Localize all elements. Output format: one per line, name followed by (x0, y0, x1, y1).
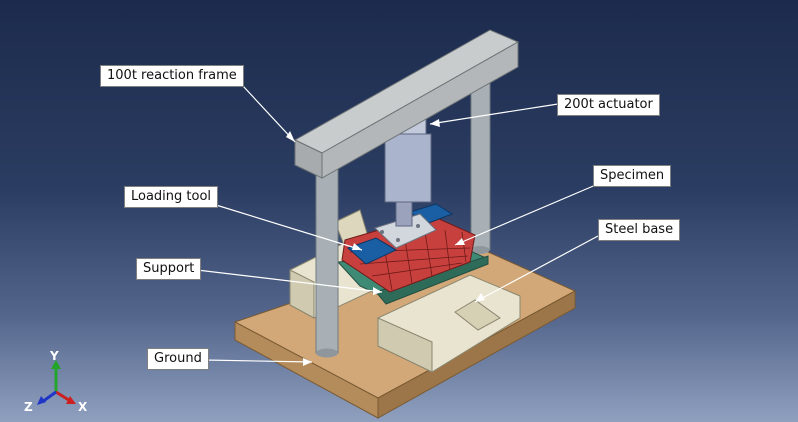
triad-x-label: X (78, 400, 88, 414)
label-steel-base: Steel base (598, 219, 681, 241)
axis-triad: Y Z X (24, 349, 88, 414)
reaction-frame-beam (293, 29, 520, 179)
leader-lines (196, 85, 599, 363)
leader-arrowheads (286, 119, 485, 366)
label-support: Support (136, 258, 202, 280)
triad-y-label: Y (49, 349, 59, 363)
triad-z-label: Z (24, 400, 33, 414)
label-reaction-frame: 100t reaction frame (100, 65, 244, 87)
column-front (315, 164, 339, 358)
column-back (470, 69, 491, 254)
label-actuator: 200t actuator (557, 94, 660, 116)
loading-tool (347, 203, 454, 265)
label-ground: Ground (147, 348, 209, 370)
label-specimen: Specimen (593, 165, 672, 187)
label-loading-tool: Loading tool (124, 186, 219, 208)
